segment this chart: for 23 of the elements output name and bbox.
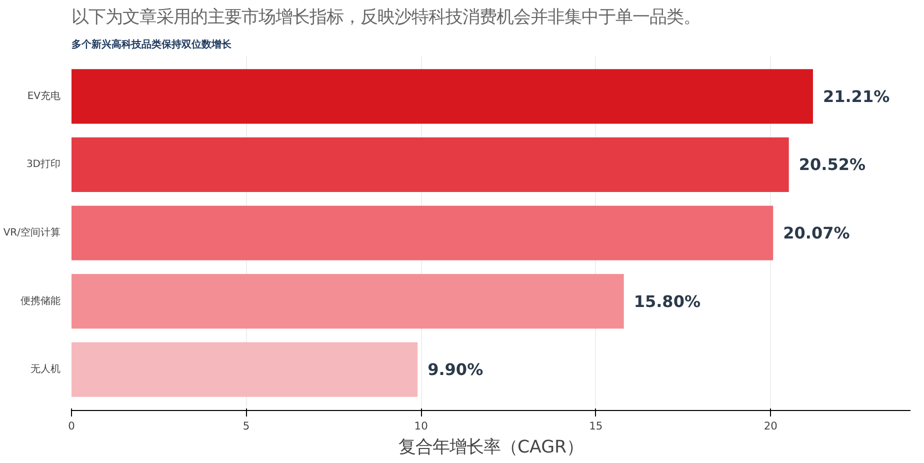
bar	[72, 69, 813, 124]
data-label: 21.21%	[822, 86, 890, 106]
x-tick-label: 20	[764, 420, 778, 432]
y-tick-label: 无人机	[30, 363, 60, 376]
x-tick-label: 5	[242, 420, 250, 432]
data-label: 20.52%	[798, 155, 866, 174]
y-tick-label: 3D打印	[26, 158, 60, 170]
y-tick-label: EV充电	[27, 90, 61, 102]
y-tick-label: 便携储能	[20, 294, 60, 307]
bar	[72, 274, 624, 329]
bar	[72, 137, 789, 192]
bar	[72, 206, 774, 260]
bar	[72, 342, 418, 397]
chart-title: 以下为文章采用的主要市场增长指标，反映沙特科技消费机会并非集中于单一品类。	[72, 8, 700, 28]
data-label: 9.90%	[428, 360, 484, 380]
x-tick-label: 15	[589, 420, 603, 432]
data-label: 15.80%	[634, 292, 700, 311]
chart-subtitle: 多个新兴高科技品类保持双位数增长	[72, 38, 232, 50]
x-tick-label: 10	[414, 420, 428, 432]
x-tick-label: 0	[68, 420, 76, 432]
data-label: 20.07%	[783, 224, 850, 242]
y-tick-label: VR/空间计算	[3, 226, 61, 238]
x-axis-title: 复合年增长率（CAGR）	[398, 438, 584, 458]
